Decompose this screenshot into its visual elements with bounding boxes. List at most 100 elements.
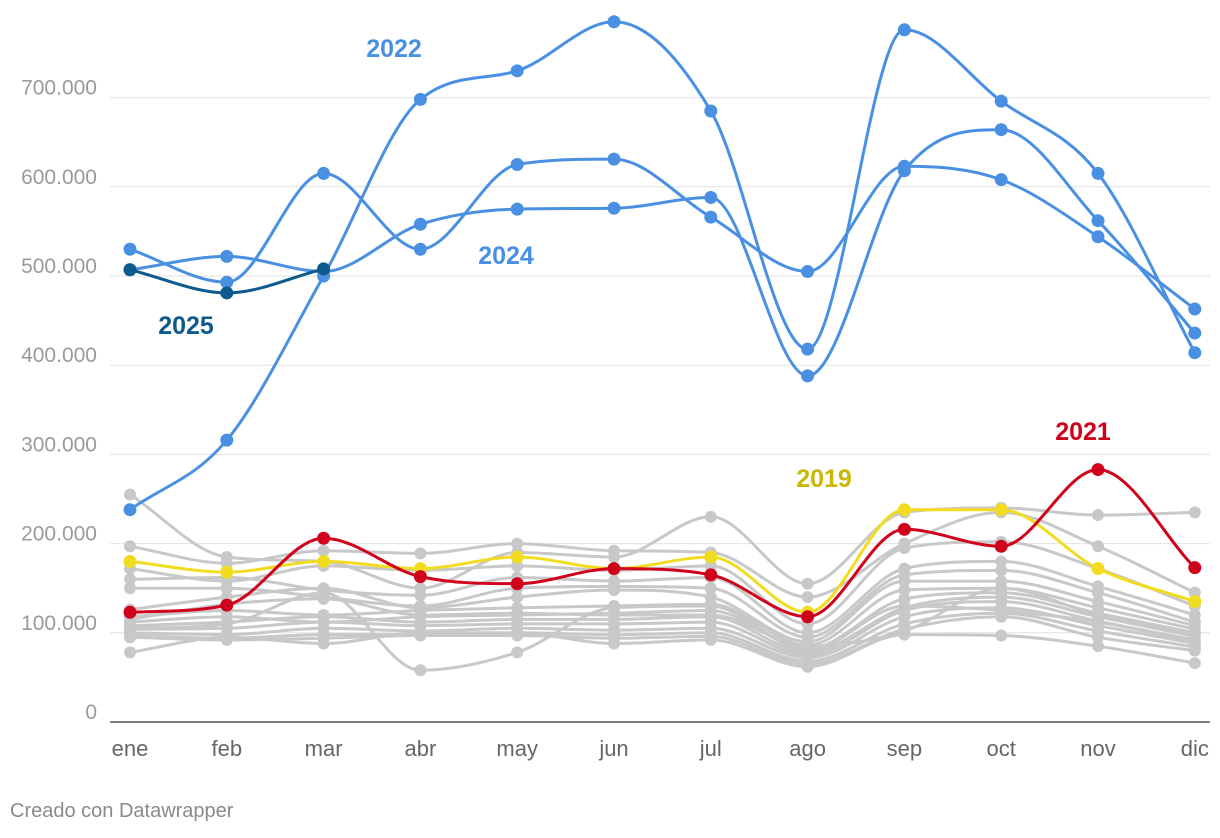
data-point-other-16-ago [801, 640, 814, 653]
data-point-2024-ago [801, 369, 815, 383]
data-point-other-2-jun [608, 544, 620, 557]
data-point-2022-may [510, 64, 524, 78]
data-point-other-3-sep [898, 542, 911, 555]
data-point-other-5-ene [124, 582, 136, 595]
data-point-2021-ago [801, 610, 815, 624]
data-point-other-15-oct [995, 604, 1008, 617]
data-point-other-5-feb [220, 582, 233, 595]
x-tick-label: ago [789, 736, 826, 761]
data-point-other-14-feb [220, 631, 233, 644]
data-point-other-2-nov [1092, 540, 1104, 553]
footer-credit: Creado con Datawrapper [10, 800, 234, 822]
data-point-other-4-oct [995, 555, 1008, 568]
x-tick-label: mar [305, 736, 343, 761]
data-point-other-6-may [511, 591, 524, 604]
data-point-other-16-oct [995, 582, 1008, 595]
data-point-2023-abr [413, 242, 427, 256]
data-point-2023-ene [123, 242, 137, 256]
data-point-2019-ene [123, 554, 137, 568]
series-line-other-11 [128, 606, 1197, 660]
data-point-2023-feb [220, 275, 234, 289]
data-point-2019-sep [897, 503, 911, 517]
data-point-2024-sep [897, 164, 911, 178]
data-point-other-2-ago [801, 591, 814, 604]
data-point-2022-ago [801, 342, 815, 356]
series-line-other-12 [128, 611, 1197, 663]
data-point-other-6-jun [608, 583, 620, 596]
data-point-2021-jul [704, 568, 718, 582]
x-tick-label: may [496, 736, 538, 761]
data-point-2023-may [510, 158, 524, 171]
y-tick-label: 0 [85, 701, 97, 724]
data-point-other-15-may [511, 646, 524, 659]
data-point-2021-abr [413, 570, 427, 584]
data-point-2024-feb [220, 249, 234, 263]
data-point-other-3-may [511, 559, 524, 572]
data-point-2021-ene [123, 605, 137, 619]
data-point-other-14-nov [1092, 640, 1104, 653]
x-tick-label: oct [987, 736, 1016, 761]
y-tick-label: 200.000 [21, 523, 97, 546]
data-point-other-3-jul [704, 559, 717, 572]
data-point-2024-jul [704, 191, 718, 205]
data-point-other-14-ago [801, 660, 814, 673]
y-tick-label: 500.000 [21, 255, 97, 278]
data-point-2021-may [510, 577, 524, 591]
data-point-2025-ene [123, 263, 137, 277]
series-line-other-3 [128, 540, 1197, 626]
x-axis: ene feb mar abr may jun jul ago sep oct nov dic [112, 736, 1209, 761]
data-point-other-16-may [511, 607, 524, 620]
data-point-2023-mar [317, 166, 331, 180]
data-point-2021-dic [1188, 561, 1202, 575]
data-point-other-14-dic [1188, 657, 1201, 670]
data-point-2025-feb [220, 286, 234, 300]
data-point-2022-nov [1091, 166, 1105, 180]
data-point-2021-sep [897, 522, 911, 536]
data-point-2019-jul [704, 550, 718, 564]
data-point-other-2-feb [220, 557, 233, 570]
data-point-2023-ago [801, 265, 815, 279]
data-point-other-5-nov [1092, 586, 1104, 599]
data-point-other-14-abr [414, 626, 427, 639]
data-point-2024-nov [1091, 214, 1105, 228]
x-tick-label: dic [1181, 736, 1209, 761]
data-point-other-1-ene [124, 488, 136, 501]
x-tick-label: abr [405, 736, 437, 761]
data-point-other-16-mar [317, 592, 330, 605]
data-point-other-1-dic [1188, 506, 1201, 519]
data-point-other-2-may [511, 537, 524, 550]
data-point-other-14-may [511, 626, 524, 639]
x-tick-label: ene [112, 736, 149, 761]
data-point-other-4-abr [414, 589, 427, 602]
data-point-2023-oct [994, 173, 1008, 187]
highlight-series [123, 15, 1202, 624]
series-label-2019: 2019 [796, 465, 852, 493]
y-tick-label: 700.000 [21, 77, 97, 100]
data-point-other-15-feb [220, 617, 233, 630]
data-point-2019-mar [317, 554, 331, 568]
data-point-2021-mar [317, 531, 331, 545]
x-tick-label: jul [699, 736, 722, 761]
data-point-other-14-oct [995, 629, 1008, 642]
data-point-2022-feb [220, 433, 234, 447]
data-point-other-15-sep [898, 600, 911, 613]
data-point-other-16-sep [898, 625, 911, 638]
data-point-other-16-jun [608, 608, 620, 621]
series-label-2022: 2022 [366, 35, 422, 63]
y-tick-label: 600.000 [21, 166, 97, 189]
data-point-2021-jun [607, 562, 621, 576]
data-point-2023-dic [1188, 302, 1202, 316]
data-point-2022-dic [1188, 346, 1202, 360]
x-tick-label: feb [212, 736, 243, 761]
data-point-other-14-jul [704, 633, 717, 646]
data-point-other-13-dic [1188, 644, 1201, 657]
data-point-2022-abr [413, 92, 427, 106]
series-labels: 2022 2024 2025 2019 2021 [158, 35, 1111, 493]
data-point-2022-jul [704, 104, 718, 118]
data-point-2022-jun [607, 15, 621, 29]
data-point-2024-dic [1188, 326, 1202, 340]
x-tick-label: sep [887, 736, 922, 761]
data-point-2019-feb [220, 565, 234, 579]
data-point-2023-nov [1091, 230, 1105, 244]
